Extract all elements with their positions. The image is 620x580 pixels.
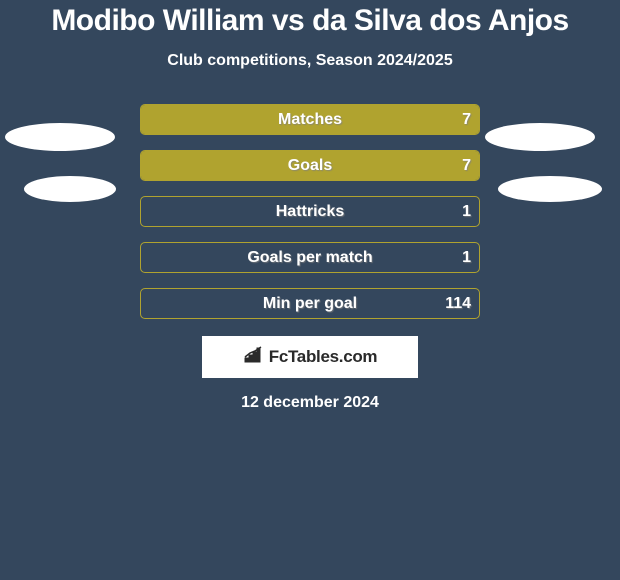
branding-label: FcTables.com	[269, 347, 378, 367]
comparison-card: Modibo William vs da Silva dos Anjos Clu…	[0, 0, 620, 580]
stat-value-right: 1	[462, 243, 471, 272]
stat-row: Goals per match1	[140, 242, 480, 273]
stat-row: Goals7	[140, 150, 480, 181]
page-title: Modibo William vs da Silva dos Anjos	[0, 0, 620, 38]
page-subtitle: Club competitions, Season 2024/2025	[0, 52, 620, 70]
stat-label: Matches	[141, 105, 479, 134]
chart-icon	[243, 346, 265, 369]
stat-row: Hattricks1	[140, 196, 480, 227]
stats-list: Matches7Goals7Hattricks1Goals per match1…	[0, 104, 620, 319]
stat-label: Min per goal	[141, 289, 479, 318]
stat-value-right: 114	[445, 289, 471, 318]
stat-value-right: 7	[462, 105, 471, 134]
stat-label: Hattricks	[141, 197, 479, 226]
stat-row: Matches7	[140, 104, 480, 135]
stat-row: Min per goal114	[140, 288, 480, 319]
stat-value-right: 7	[462, 151, 471, 180]
stat-value-right: 1	[462, 197, 471, 226]
branding-box[interactable]: FcTables.com	[202, 336, 418, 378]
generation-date: 12 december 2024	[0, 394, 620, 412]
stat-label: Goals	[141, 151, 479, 180]
stat-label: Goals per match	[141, 243, 479, 272]
